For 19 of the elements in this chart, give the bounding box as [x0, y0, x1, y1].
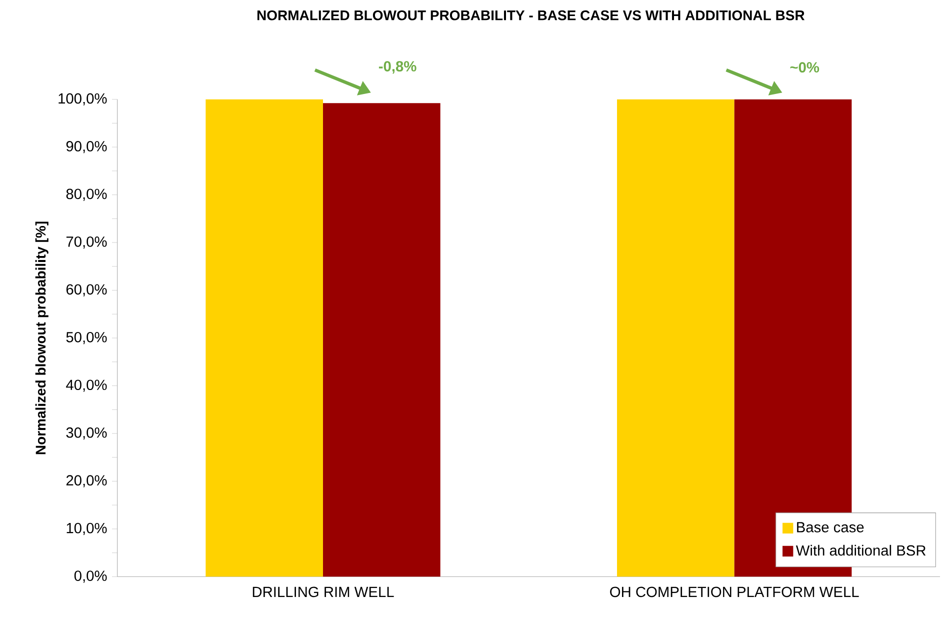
y-tick-label: 60,0%	[66, 284, 107, 296]
text: ~0%	[790, 62, 820, 73]
y-tick-label: 30,0%	[66, 427, 107, 440]
y-tick-label: 70,0%	[66, 236, 107, 249]
y-tick-label: 80,0%	[66, 188, 107, 201]
x-tick-label: OH COMPLETION PLATFORM WELL	[610, 586, 859, 598]
chart-title: NORMALIZED BLOWOUT PROBABILITY - BASE CASE VS WITH ADDITIONAL BSR	[257, 10, 805, 20]
y-tick-label: 50,0%	[66, 332, 107, 344]
y-tick-label: 10,0%	[66, 522, 107, 535]
y-tick-label: 20,0%	[66, 475, 107, 488]
y-tick-label: 0,0%	[74, 570, 107, 583]
y-axis-title: Normalized blowout probability [%]	[35, 222, 48, 454]
legend-label: With additional BSR	[796, 544, 926, 556]
y-tick-label: 40,0%	[66, 380, 107, 392]
legend-label: Base case	[797, 522, 864, 532]
text: -0,8%	[378, 61, 416, 74]
y-tick-label: 90,0%	[66, 141, 107, 154]
x-tick-label: DRILLING RIM WELL	[252, 586, 394, 598]
y-tick-label: 100,0%	[58, 93, 107, 106]
